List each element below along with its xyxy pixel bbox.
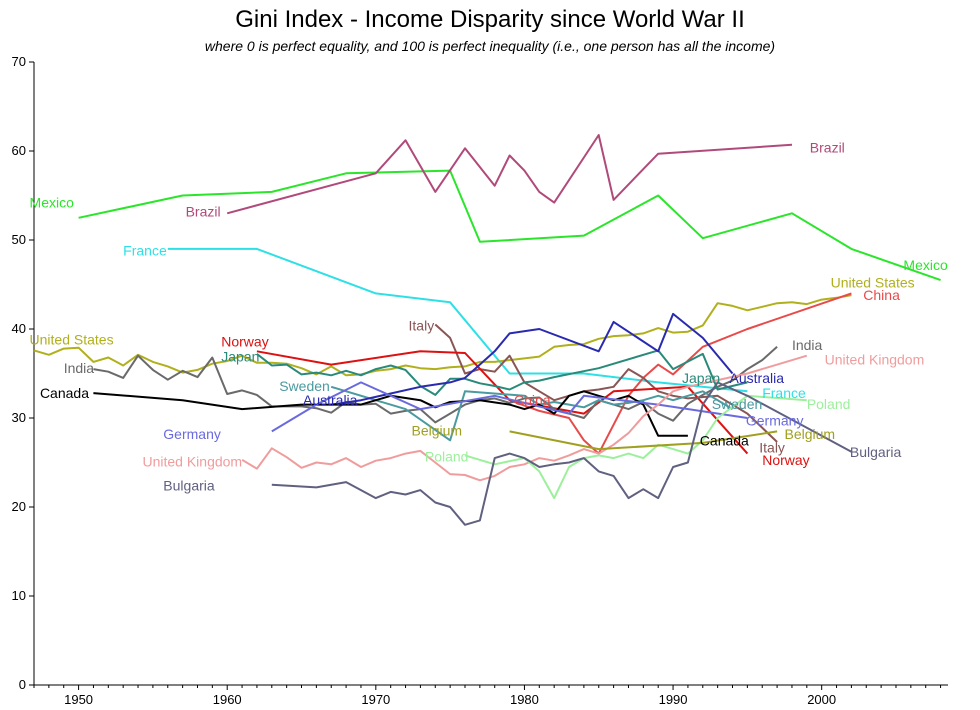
series-line-australia (331, 312, 734, 406)
series-labels: Mexico Mexico Brazil Brazil France France Unit… (30, 139, 948, 493)
series-line-germany (271, 381, 748, 433)
series-label-india: India (792, 337, 823, 353)
x-tick-label: 1950 (64, 692, 93, 707)
series-label-sweden: Sweden (712, 396, 763, 412)
series-label-united-kingdom: United Kingdom (825, 351, 925, 367)
series-label-united-states: United States (30, 332, 114, 348)
series-lines (33, 134, 941, 526)
series-label-france: France (762, 385, 806, 401)
series-label-brazil: Brazil (186, 204, 221, 220)
series-label-united-kingdom: United Kingdom (142, 454, 242, 470)
series-line-united-kingdom (241, 354, 808, 482)
series-line-japan (256, 349, 748, 396)
y-tick-label: 50 (12, 232, 26, 247)
series-label-australia: Australia (730, 370, 785, 386)
series-label-poland: Poland (425, 448, 469, 464)
y-tick-label: 40 (12, 321, 26, 336)
series-label-india: India (64, 360, 95, 376)
series-line-united-states (33, 294, 852, 377)
series-line-france (167, 247, 748, 393)
x-tick-label: 1980 (510, 692, 539, 707)
series-label-norway: Norway (762, 452, 809, 468)
y-tick-label: 20 (12, 499, 26, 514)
series-line-brazil (226, 134, 793, 215)
series-label-bulgaria: Bulgaria (850, 444, 902, 460)
series-label-germany: Germany (746, 413, 804, 429)
series-line-bulgaria (271, 381, 852, 526)
series-line-mexico (78, 169, 941, 282)
series-line-sweden (330, 385, 734, 442)
series-label-italy: Italy (409, 317, 435, 333)
y-tick-label: 60 (12, 143, 26, 158)
series-label-belgium: Belgium (785, 426, 836, 442)
chart-title: Gini Index - Income Disparity since Worl… (235, 6, 745, 33)
series-label-bulgaria: Bulgaria (163, 478, 215, 494)
series-label-australia: Australia (303, 392, 358, 408)
chart-subtitle: where 0 is perfect equality, and 100 is … (204, 38, 776, 54)
series-label-norway: Norway (221, 333, 268, 349)
series-line-canada (93, 390, 688, 437)
series-line-india (93, 346, 778, 424)
series-label-united-states: United States (831, 275, 915, 291)
y-tick-label: 70 (12, 54, 26, 69)
series-label-belgium: Belgium (411, 422, 462, 438)
y-tick-label: 0 (19, 677, 26, 692)
x-tick-label: 2000 (807, 692, 836, 707)
y-tick-label: 10 (12, 588, 26, 603)
x-tick-label: 1960 (213, 692, 242, 707)
series-label-mexico: Mexico (903, 257, 948, 273)
series-label-mexico: Mexico (30, 195, 75, 211)
series-label-china: China (863, 287, 900, 303)
series-line-china (509, 292, 852, 455)
series-label-germany: Germany (163, 426, 221, 442)
y-tick-label: 30 (12, 410, 26, 425)
series-label-brazil: Brazil (810, 139, 845, 155)
series-label-poland: Poland (807, 396, 851, 412)
series-label-italy: Italy (759, 439, 785, 455)
series-label-japan: Japan (682, 370, 720, 386)
series-label-canada: Canada (40, 385, 89, 401)
series-label-china: China (514, 392, 551, 408)
chart-axes: 0 10 20 30 40 50 60 70 1950 1960 1970 1980 1990 2000 (12, 54, 948, 707)
series-label-japan: Japan (221, 349, 259, 365)
x-tick-label: 1990 (659, 692, 688, 707)
x-tick-label: 1970 (361, 692, 390, 707)
series-line-poland (464, 394, 807, 500)
series-line-belgium (509, 430, 778, 451)
series-label-france: France (123, 243, 167, 259)
series-label-sweden: Sweden (279, 378, 330, 394)
series-label-canada: Canada (700, 432, 749, 448)
